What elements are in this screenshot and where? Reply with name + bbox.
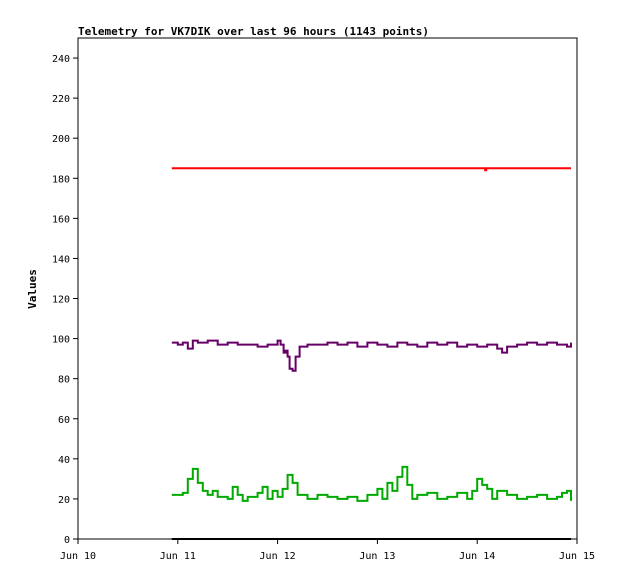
y-tick-label: 80 [58, 375, 70, 386]
y-tick-label: 240 [52, 54, 70, 65]
y-tick-label: 220 [52, 94, 70, 105]
y-tick-label: 0 [64, 535, 70, 546]
x-tick-label: Jun 15 [559, 551, 595, 562]
series-line [171, 339, 572, 372]
y-tick-label: 180 [52, 174, 70, 185]
y-axis-label: Values [26, 269, 39, 309]
y-axis: 0 20 40 60 80 100 120 140 160 180 200 220 240 [52, 54, 78, 546]
chart-title: Telemetry for VK7DIK over last 96 hours … [78, 25, 429, 38]
x-tick-label: Jun 12 [260, 551, 296, 562]
y-tick-label: 60 [58, 415, 70, 426]
series-layer [171, 167, 572, 540]
x-tick-label: Jun 14 [459, 551, 495, 562]
series-line [171, 465, 572, 502]
series-line [171, 167, 571, 172]
y-tick-label: 120 [52, 295, 70, 306]
y-tick-label: 20 [58, 495, 70, 506]
y-tick-label: 140 [52, 254, 70, 265]
x-tick-label: Jun 10 [60, 551, 96, 562]
y-tick-label: 100 [52, 335, 70, 346]
y-tick-label: 200 [52, 134, 70, 145]
x-axis: Jun 10 Jun 11 Jun 12 Jun 13 Jun 14 Jun 15 [60, 539, 595, 562]
x-tick-label: Jun 11 [160, 551, 196, 562]
plot-frame [77, 37, 578, 540]
y-tick-label: 40 [58, 455, 70, 466]
y-tick-label: 160 [52, 214, 70, 225]
x-tick-label: Jun 13 [359, 551, 395, 562]
